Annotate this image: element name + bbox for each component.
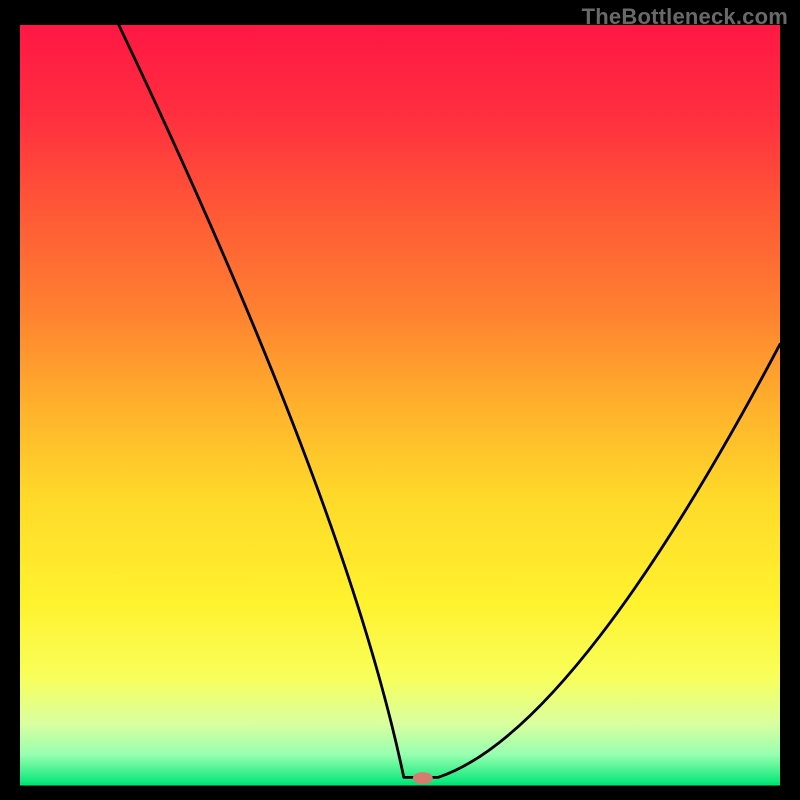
chart: TheBottleneck.com bbox=[0, 0, 800, 800]
optimum-marker bbox=[413, 772, 433, 784]
chart-svg bbox=[0, 0, 800, 800]
plot-background bbox=[20, 25, 780, 785]
watermark-text: TheBottleneck.com bbox=[582, 4, 788, 30]
